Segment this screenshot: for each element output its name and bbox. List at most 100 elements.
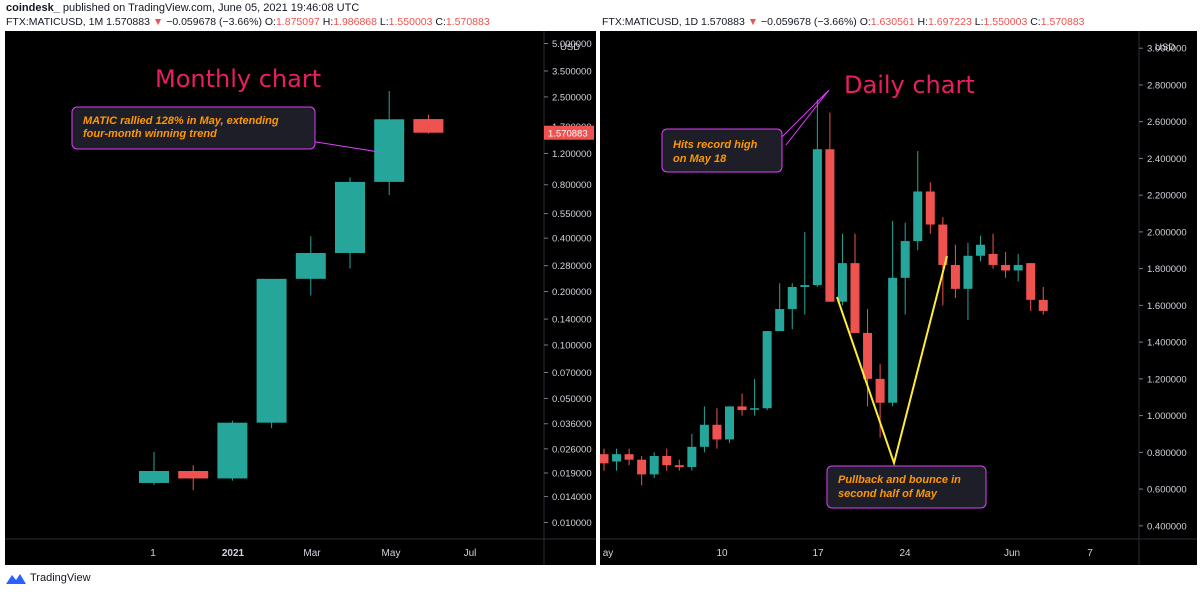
annotation-text-line: Hits record high [673, 139, 758, 151]
y-tick-label: 3.000000 [1147, 44, 1187, 55]
right-last-price: 1.570883 [700, 16, 745, 28]
daily-chart-svg[interactable]: 3.000000 2.800000 2.600000 2.400000 2.200000… [600, 31, 1197, 565]
candle-body [863, 332, 873, 379]
y-tick-label: 1.200000 [1147, 374, 1187, 385]
y-tick-label: 0.100000 [552, 341, 592, 352]
candle-body [913, 191, 923, 242]
currency-label: USD [560, 42, 580, 53]
left-high: 1.986868 [333, 16, 377, 28]
right-low: 1.550003 [983, 16, 1028, 28]
left-close: 1.570883 [445, 16, 490, 28]
left-open: 1.875097 [275, 16, 320, 28]
y-tick-label: 1.800000 [1147, 264, 1187, 275]
y-tick-label: 2.600000 [1147, 117, 1187, 128]
callout-pointer [773, 89, 830, 146]
candle-body [988, 253, 998, 265]
y-tick-label: 2.400000 [1147, 154, 1187, 165]
candle-body [600, 454, 609, 464]
y-tick-label: 0.019000 [552, 469, 592, 480]
x-tick-label: 1 [150, 548, 156, 559]
annotation-text-line: on May 18 [673, 153, 727, 165]
candle-body [1001, 264, 1011, 271]
candle-body [1013, 264, 1023, 271]
monthly-chart-panel[interactable]: 5.0000003.5000002.5000001.7000001.200000… [5, 31, 596, 565]
y-tick-label: 3.500000 [552, 66, 592, 77]
footer-brand[interactable]: TradingView [6, 572, 91, 584]
candle-body [737, 406, 747, 411]
y-tick-label: 1.400000 [1147, 338, 1187, 349]
candle-body [938, 224, 948, 265]
candle-body [963, 255, 973, 289]
x-tick-label: ay [603, 548, 614, 559]
tradingview-logo-icon [6, 574, 26, 584]
y-tick-label: 2.800000 [1147, 80, 1187, 91]
publisher-author[interactable]: coindesk_ [6, 2, 60, 14]
y-tick-label: 2.000000 [1147, 227, 1187, 238]
candle-body [139, 471, 169, 483]
current-price-label: 1.570883 [548, 129, 588, 140]
x-tick-label: 17 [812, 548, 824, 559]
candle-body [335, 181, 365, 253]
candle-body [699, 424, 709, 447]
y-tick-label: 0.800000 [552, 180, 592, 191]
monthly-chart-svg[interactable]: 5.0000003.5000002.5000001.7000001.200000… [5, 31, 596, 565]
annotation-box [71, 106, 316, 150]
candle-body [825, 149, 835, 302]
candle-body [725, 406, 734, 440]
candle-body [374, 119, 405, 182]
publisher-line: coindesk_ published on TradingView.com, … [6, 2, 359, 14]
right-close: 1.570883 [1040, 16, 1085, 28]
candle-body [662, 456, 672, 466]
left-chart-header: FTX:MATICUSD, 1M 1.570883 ▼ −0.059678 (−… [6, 16, 490, 28]
publish-info: published on TradingView.com, June 05, 2… [62, 2, 360, 14]
footer-brand-label: TradingView [30, 572, 91, 584]
candle-body [750, 408, 760, 410]
y-tick-label: 0.026000 [552, 444, 592, 455]
x-tick-label: May [382, 548, 401, 559]
y-tick-label: 0.014000 [552, 492, 592, 503]
y-tick-label: 2.200000 [1147, 191, 1187, 202]
candle-body [649, 456, 659, 475]
current-price-badge [544, 125, 594, 140]
candle-body [875, 378, 885, 403]
right-change: −0.059678 (−3.66%) [761, 16, 857, 28]
candle-body [712, 424, 722, 440]
candle-body [178, 471, 209, 479]
candle-body [837, 263, 847, 302]
candle-body [900, 241, 910, 278]
chart-title: Monthly chart [155, 65, 321, 93]
y-tick-label: 1.200000 [552, 149, 592, 160]
candle-body [687, 446, 697, 468]
y-tick-label: 1.600000 [1147, 301, 1187, 312]
candle-body [674, 465, 684, 468]
left-low: 1.550003 [388, 16, 433, 28]
x-tick-label: Mar [303, 548, 321, 559]
candle-body [1026, 263, 1036, 300]
x-tick-label: 7 [1087, 548, 1093, 559]
y-tick-label: 5.000000 [552, 39, 592, 50]
candle-body [812, 149, 822, 286]
down-triangle-icon: ▼ [747, 16, 759, 28]
candle-body [637, 459, 647, 475]
candle-body [888, 277, 898, 403]
candle-body [976, 244, 985, 256]
chart-title: Daily chart [844, 71, 975, 99]
left-last-price: 1.570883 [106, 16, 150, 28]
right-chart-header: FTX:MATICUSD, 1D 1.570883 ▼ −0.059678 (−… [602, 16, 1085, 28]
down-triangle-icon: ▼ [152, 16, 164, 28]
daily-chart-panel[interactable]: 3.000000 2.800000 2.600000 2.400000 2.200000… [600, 31, 1197, 565]
y-tick-label: 1.000000 [1147, 411, 1187, 422]
candle-body [217, 422, 248, 479]
annotation-text-line: MATIC rallied 128% in May, extending [83, 115, 279, 127]
candle-body [295, 252, 326, 279]
right-symbol[interactable]: FTX:MATICUSD, 1D [602, 16, 699, 28]
y-tick-label: 0.280000 [552, 261, 592, 272]
candle-body [950, 264, 960, 289]
left-symbol[interactable]: FTX:MATICUSD, 1M [6, 16, 104, 28]
candle-body [612, 454, 622, 462]
annotation-box [661, 128, 783, 173]
candle-body [1038, 299, 1048, 311]
right-high: 1.697223 [928, 16, 972, 28]
y-tick-label: 2.500000 [552, 92, 592, 103]
